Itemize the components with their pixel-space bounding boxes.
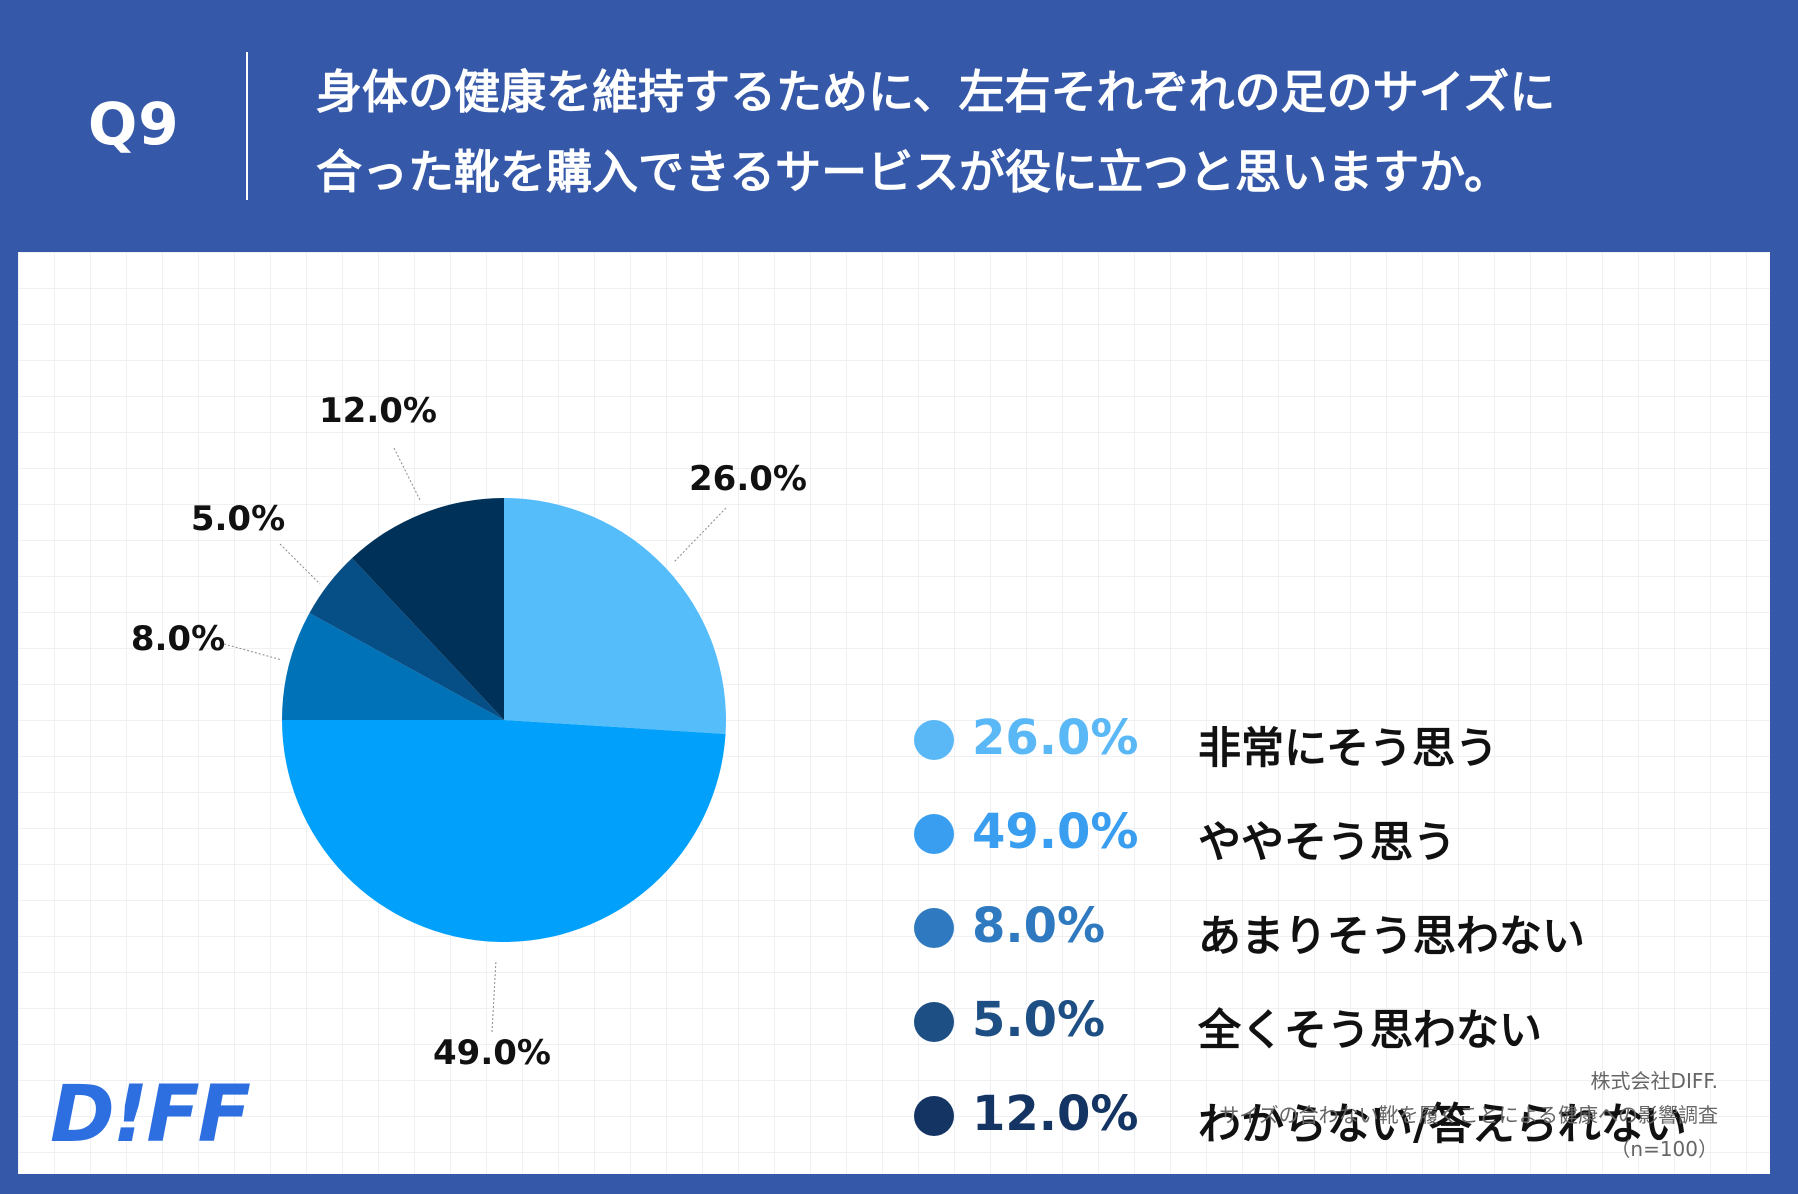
legend-label: わからない/答えられない xyxy=(1198,1100,1687,1150)
legend-label: 全くそう思わない xyxy=(1198,1006,1542,1056)
legend-label: あまりそう思わない xyxy=(1198,912,1585,962)
slice-label: 49.0% xyxy=(433,1033,551,1073)
legend-item: 5.0% 全くそう思わない xyxy=(914,980,1734,1074)
pie-chart: 26.0% 49.0% 8.0% 5.0% 12.0% xyxy=(131,391,807,1073)
chart-panel: 26.0% 49.0% 8.0% 5.0% 12.0% 26.0% 非常にそう思う 49… xyxy=(18,252,1770,1174)
legend-label: 非常にそう思う xyxy=(1198,724,1499,774)
legend-marker xyxy=(914,908,954,948)
legend-marker xyxy=(914,814,954,854)
question-title: 身体の健康を維持するために、左右それぞれの足のサイズに 合った靴を購入できるサー… xyxy=(316,52,1766,212)
legend-marker xyxy=(914,1002,954,1042)
slice-label: 8.0% xyxy=(131,619,225,659)
pie-slice xyxy=(352,498,504,720)
slice-label: 26.0% xyxy=(689,459,807,499)
legend-percentage: 8.0% xyxy=(972,898,1106,954)
legend-percentage: 5.0% xyxy=(972,992,1106,1048)
legend-marker xyxy=(914,720,954,760)
chart-legend: 26.0% 非常にそう思う 49.0% ややそう思う 8.0% あまりそう思わな… xyxy=(914,698,1734,1168)
leader-line xyxy=(491,959,497,1033)
legend-percentage: 12.0% xyxy=(972,1086,1139,1142)
legend-percentage: 49.0% xyxy=(972,804,1139,860)
pie-slice xyxy=(309,558,504,720)
source-note: 株式会社DIFF. サイズの合わない靴を履くことによる健康への影響調査 （n=1… xyxy=(1219,1064,1718,1166)
legend-marker xyxy=(914,1096,954,1136)
slice-label: 5.0% xyxy=(191,499,285,539)
legend-percentage: 26.0% xyxy=(972,710,1139,766)
header: Q9 身体の健康を維持するために、左右それぞれの足のサイズに 合った靴を購入でき… xyxy=(0,0,1798,252)
legend-item: 12.0% わからない/答えられない xyxy=(914,1074,1734,1168)
legend-item: 26.0% 非常にそう思う xyxy=(914,698,1734,792)
leader-line xyxy=(673,507,727,563)
source-survey: サイズの合わない靴を履くことによる健康への影響調査 xyxy=(1219,1103,1718,1127)
question-number: Q9 xyxy=(88,90,180,158)
pie-slice xyxy=(282,613,504,720)
question-title-line1: 身体の健康を維持するために、左右それぞれの足のサイズに xyxy=(316,65,1556,119)
leader-line xyxy=(279,543,321,585)
diff-logo: D!FF xyxy=(50,1070,251,1160)
legend-label: ややそう思う xyxy=(1198,818,1456,868)
leader-line xyxy=(393,447,421,501)
source-sample-size: （n=100） xyxy=(1610,1137,1718,1161)
slice-label: 12.0% xyxy=(319,391,437,431)
leader-line xyxy=(223,643,283,661)
source-company: 株式会社DIFF. xyxy=(1590,1069,1718,1093)
question-title-line2: 合った靴を購入できるサービスが役に立つと思いますか。 xyxy=(316,145,1511,199)
legend-item: 8.0% あまりそう思わない xyxy=(914,886,1734,980)
legend-item: 49.0% ややそう思う xyxy=(914,792,1734,886)
header-divider xyxy=(246,52,248,200)
pie-slice xyxy=(504,498,727,734)
pie-slice xyxy=(282,720,726,943)
